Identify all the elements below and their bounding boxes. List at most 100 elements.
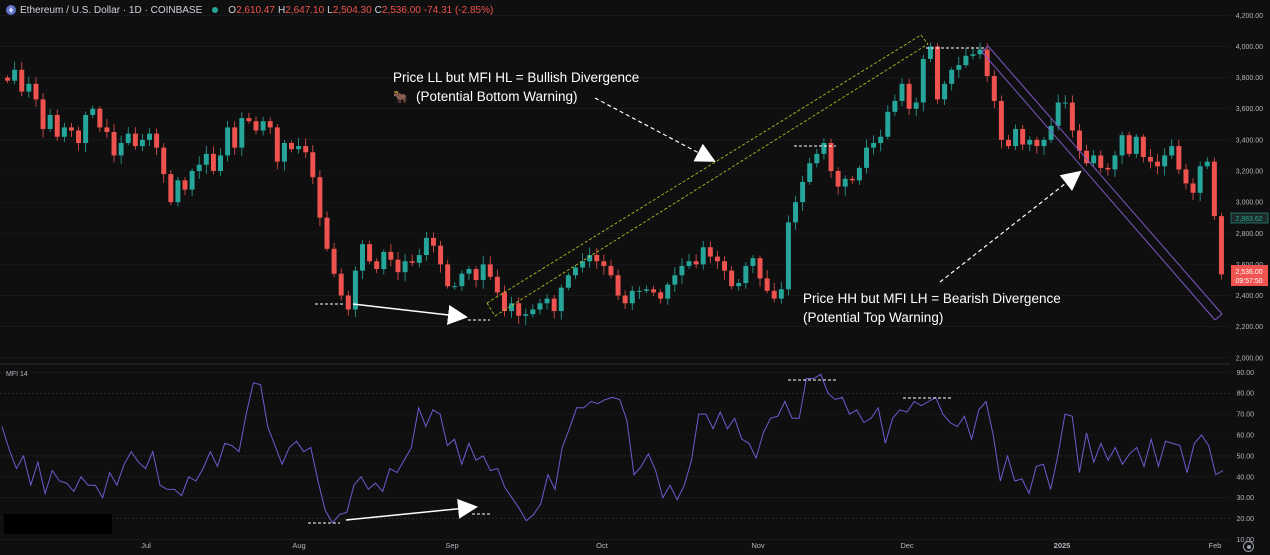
candle-body — [374, 261, 380, 270]
candle-body — [494, 276, 500, 293]
symbol-header[interactable]: Ethereum / U.S. Dollar · 1D · COINBASE O… — [6, 3, 493, 17]
candle-body — [232, 127, 238, 148]
candle-body — [771, 290, 777, 299]
candle-body — [885, 111, 891, 137]
mfi-tick-label: 10.00 — [1236, 537, 1254, 544]
candle-body — [274, 127, 280, 162]
candle-body — [132, 133, 138, 147]
mfi-tick-label: 70.00 — [1236, 412, 1254, 419]
candle-body — [68, 127, 74, 131]
bearish-annotation-line2: (Potential Top Warning) — [803, 310, 944, 325]
candle-body — [125, 133, 131, 143]
candle-body — [842, 178, 848, 187]
candle-body — [1162, 155, 1168, 167]
candle-body — [998, 100, 1004, 140]
candle-body — [1126, 135, 1132, 154]
candle-body — [949, 69, 955, 84]
candle-body — [360, 244, 365, 271]
candle-body — [54, 114, 60, 137]
candle-body — [1091, 155, 1097, 164]
candle-body — [501, 292, 507, 312]
mfi-tick-label: 50.00 — [1236, 453, 1254, 460]
candle-body — [281, 142, 287, 162]
mfi-indicator-label[interactable]: MFI 14 — [6, 371, 28, 378]
candle-body — [700, 247, 706, 265]
price-tick-label: 3,600.00 — [1236, 106, 1263, 113]
settings-gear-icon[interactable] — [1243, 541, 1254, 552]
time-axis[interactable]: Jul Aug Sep Oct Nov Dec 2025 Feb — [141, 541, 1221, 550]
candle-body — [1133, 136, 1139, 154]
mfi-line — [1, 373, 1224, 524]
mfi-tick-label: 60.00 — [1236, 433, 1254, 440]
candle-body — [1218, 216, 1224, 275]
bullish-annotation-arrow — [594, 97, 716, 162]
mfi-tick-label: 80.00 — [1236, 391, 1254, 398]
candle-body — [1013, 128, 1019, 147]
candle-body — [246, 118, 252, 122]
candle-body — [558, 287, 564, 312]
candle-body — [1027, 139, 1033, 145]
candle-body — [260, 121, 266, 131]
descending-channel — [981, 45, 1223, 321]
candle-body — [175, 180, 181, 203]
ethereum-icon — [6, 5, 16, 15]
candle-body — [1190, 183, 1196, 193]
mfi-level-markers — [308, 379, 952, 524]
price-axis[interactable]: 2,000.002,200.002,400.002,600.002,800.00… — [1236, 13, 1263, 362]
time-tick-label: Jul — [141, 541, 151, 550]
candle-body — [416, 255, 422, 263]
candle-body — [409, 261, 415, 263]
candle-body — [1112, 155, 1118, 170]
candle-body — [182, 180, 188, 190]
mfi-tick-label: 40.00 — [1236, 474, 1254, 481]
candle-body — [963, 55, 969, 66]
candle-body — [516, 303, 522, 316]
candle-body — [1034, 139, 1040, 147]
candle-body — [1204, 161, 1210, 167]
candle-body — [388, 251, 394, 260]
candle-body — [210, 153, 216, 171]
candle-body — [622, 295, 628, 304]
candle-body — [537, 303, 543, 310]
candle-body — [303, 146, 309, 153]
price-tick-label: 2,800.00 — [1236, 231, 1263, 238]
candle-body — [90, 108, 96, 115]
candle-body — [203, 153, 209, 165]
candle-body — [1020, 128, 1026, 145]
candle-body — [849, 178, 855, 181]
ascending-channel — [486, 34, 929, 317]
candle-body — [1197, 166, 1203, 193]
bullish-annotation-line2: (Potential Bottom Warning) — [415, 89, 578, 104]
candle-body — [871, 142, 877, 148]
candle-body — [402, 261, 408, 273]
time-tick-label: Sep — [445, 541, 458, 550]
candle-body — [984, 49, 990, 77]
last-price-label: 2,883.62 — [1235, 216, 1262, 223]
candle-body — [139, 139, 145, 147]
candle-body — [473, 269, 479, 280]
candle-body — [714, 256, 720, 262]
market-status-icon — [212, 7, 219, 13]
candle-body — [793, 202, 799, 223]
candle-body — [1062, 102, 1068, 104]
candle-body — [1176, 146, 1182, 170]
candle-body — [629, 290, 635, 304]
candle-body — [466, 269, 472, 274]
candle-body — [835, 170, 841, 187]
time-tick-label: Dec — [900, 541, 914, 550]
time-tick-label: Aug — [292, 541, 305, 550]
mfi-axis[interactable]: 10.00 20.00 30.00 40.00 50.00 60.00 70.00 80.00… — [1236, 370, 1254, 544]
candle-body — [438, 245, 444, 265]
candle-body — [665, 284, 671, 299]
candle-body — [523, 314, 529, 316]
candle-body — [1006, 139, 1011, 147]
candle-body — [722, 261, 728, 271]
candle-body — [1169, 146, 1175, 156]
ohlc-values: O2,610.47 H2,647.10 L2,504.30 C2,536.00 … — [228, 4, 494, 16]
current-price-label: 2,536.00 — [1235, 269, 1262, 276]
candle-body — [1048, 125, 1054, 140]
candle-body — [5, 77, 11, 81]
time-tick-label: Oct — [596, 541, 609, 550]
price-tick-label: 3,000.00 — [1236, 200, 1263, 207]
